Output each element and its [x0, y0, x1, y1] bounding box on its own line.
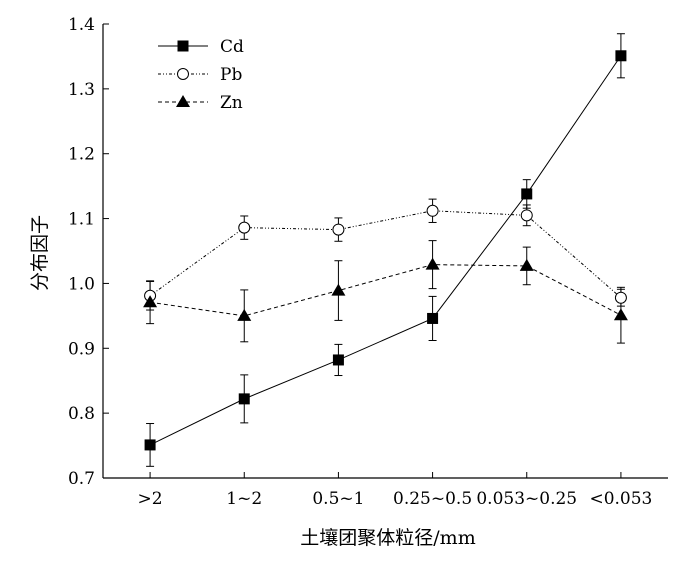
x-tick-label: 0.25~0.5 — [393, 489, 472, 509]
legend-marker-cd — [177, 40, 189, 52]
x-axis-title: 土壤团聚体粒径/mm — [300, 527, 475, 549]
series-lines — [149, 55, 622, 446]
y-tick-label: 1.3 — [68, 80, 95, 100]
point-zn — [613, 308, 628, 321]
point-pb — [332, 223, 345, 236]
y-tick-label: 1.4 — [68, 15, 95, 35]
point-pb — [614, 291, 627, 304]
x-tick-label: 0.5~1 — [312, 489, 364, 509]
y-tick-label: 0.8 — [68, 404, 95, 424]
legend-marker-zn — [176, 95, 190, 107]
y-tick-label: 1.2 — [68, 145, 95, 165]
point-zn — [331, 283, 346, 296]
x-tick-label: <0.053 — [589, 489, 652, 509]
point-cd — [521, 188, 533, 200]
y-tick-label: 0.7 — [68, 469, 95, 489]
error-bars — [146, 33, 625, 467]
point-zn — [425, 257, 440, 270]
y-tick-label: 1.0 — [68, 274, 95, 294]
x-tick-label: >2 — [138, 489, 163, 509]
legend-label-pb: Pb — [220, 65, 242, 85]
point-cd — [238, 393, 250, 405]
line-zn — [150, 264, 622, 317]
series-markers — [143, 50, 628, 451]
point-pb — [238, 221, 251, 234]
legend-marker-pb — [177, 68, 189, 80]
axes: 0.7 0.8 0.9 1.0 1.1 1.2 1.3 1.4 >2 1~2 0.5~1 0.25~0… — [68, 15, 668, 509]
line-pb — [149, 210, 622, 299]
legend: Cd Pb Zn — [158, 37, 244, 113]
line-cd — [149, 55, 622, 446]
point-zn — [237, 308, 252, 321]
legend-label-cd: Cd — [220, 37, 244, 57]
x-tick-label: 1~2 — [226, 489, 262, 509]
y-tick-label: 1.1 — [68, 210, 95, 230]
point-cd — [615, 50, 627, 62]
point-pb — [520, 209, 533, 222]
point-zn — [519, 258, 534, 271]
y-axis-title: 分布因子 — [29, 215, 51, 291]
point-pb — [426, 204, 439, 217]
point-zn — [143, 295, 158, 308]
x-tick-label: 0.053~0.25 — [476, 489, 577, 509]
point-cd — [332, 354, 344, 366]
point-cd — [427, 312, 439, 324]
y-tick-label: 0.9 — [68, 339, 95, 359]
legend-label-zn: Zn — [220, 93, 243, 113]
point-cd — [144, 439, 156, 451]
